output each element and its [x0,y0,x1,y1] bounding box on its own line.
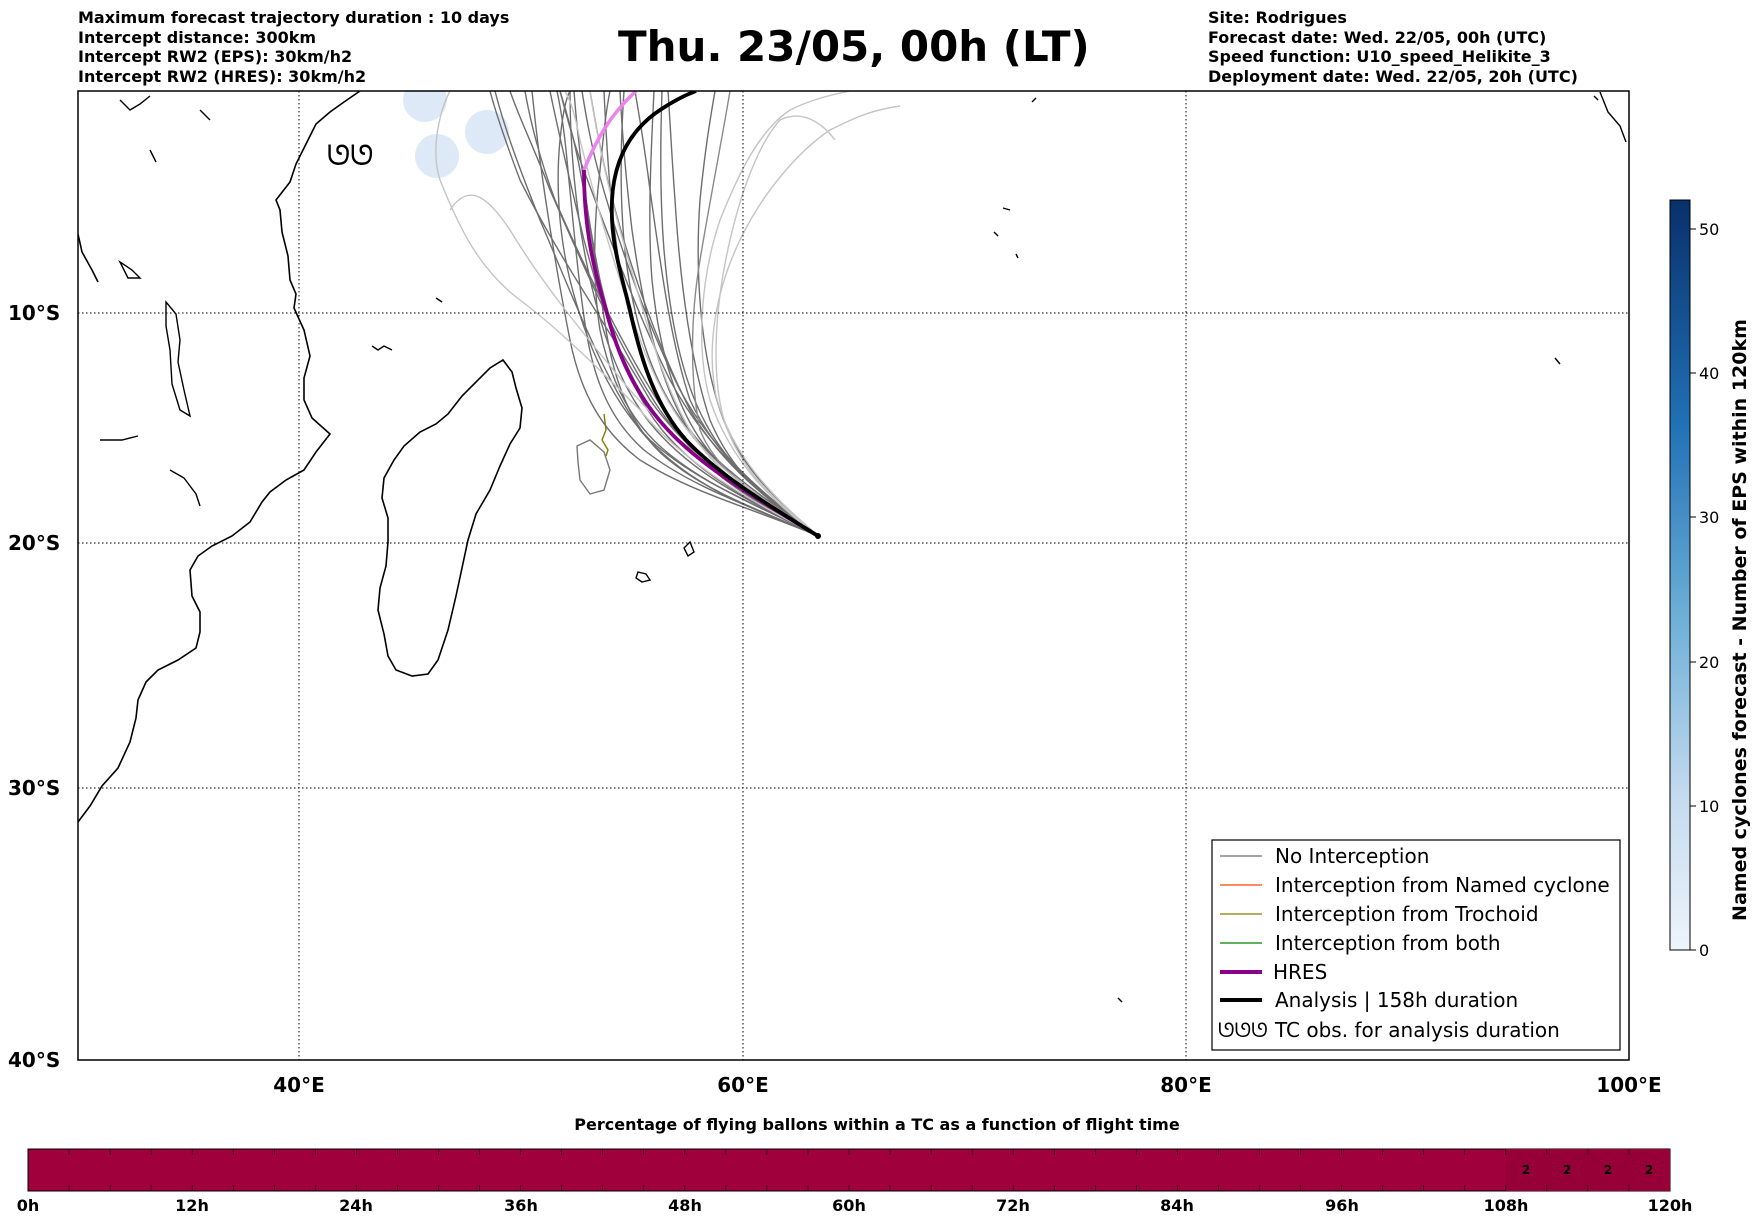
flight-tick-96h: 96h [1325,1196,1359,1215]
page-title: Thu. 23/05, 00h (LT) [618,22,1090,71]
flight-bar-cell-value: 2 [1522,1163,1530,1177]
hres-named-cyclone-segment [582,91,638,171]
colorbar-gradient [1669,199,1691,951]
flight-time-bar: 2 2 2 2 0h 12h 24h 36h 48h 60h 72h 84h 9… [17,1148,1693,1215]
colorbar-tick-30: 30 [1699,508,1719,527]
colorbar-tick-50: 50 [1699,220,1719,239]
legend-item-named-cyclone: Interception from Named cyclone [1220,873,1610,897]
legend-box [1211,839,1621,1051]
small-islands [371,91,1627,1003]
flight-tick-48h: 48h [668,1196,702,1215]
colorbar-tick-10: 10 [1699,797,1719,816]
lat-label-40s: 40°S [8,1048,60,1072]
tc-obs-icon: ᘎᘎᘎ [1218,1018,1268,1042]
flight-bar-tick-labels: 0h 12h 24h 36h 48h 60h 72h 84h 96h 108h … [17,1196,1693,1215]
legend-item-trochoid: Interception from Trochoid [1220,902,1539,926]
longitude-labels: 40°E 60°E 80°E 100°E [273,1073,1661,1097]
lakes [100,95,211,507]
flight-tick-72h: 72h [996,1196,1030,1215]
flight-bar-highlight [1506,1149,1670,1191]
flight-bar-cell-value: 2 [1645,1163,1653,1177]
map-frame [77,90,1630,1061]
colorbar-ticks [1690,228,1696,951]
lat-label-20s: 20°S [8,531,60,555]
flight-tick-108h: 108h [1484,1196,1529,1215]
colorbar-label: Named cyclones forecast - Number of EPS … [1729,319,1751,921]
lat-label-30s: 30°S [8,776,60,800]
legend-item-both: Interception from both [1220,931,1501,955]
flight-tick-84h: 84h [1160,1196,1194,1215]
lon-label-80e: 80°E [1160,1073,1212,1097]
legend: No Interception Interception from Named … [1211,839,1621,1051]
param-max-duration: Maximum forecast trajectory duration : 1… [78,8,510,27]
param-intercept-distance: Intercept distance: 300km [78,27,317,47]
legend-item-analysis: Analysis | 158h duration [1220,988,1518,1012]
svg-text:Interception from Trochoid: Interception from Trochoid [1275,902,1539,926]
svg-text:Analysis | 158h duration: Analysis | 158h duration [1275,988,1518,1012]
africa-coastline-north [78,233,99,283]
lon-label-60e: 60°E [717,1073,769,1097]
flight-bar-minor-ticks [68,1149,1630,1191]
colorbar-tick-20: 20 [1699,653,1719,672]
svg-text:Interception from both: Interception from both [1275,931,1501,955]
svg-text:Interception from Named cyclon: Interception from Named cyclone [1275,873,1610,897]
flight-tick-36h: 36h [504,1196,538,1215]
africa-coastline [78,91,361,823]
param-rw2-hres: Intercept RW2 (HRES): 30km/h2 [78,66,367,86]
svg-text:HRES: HRES [1273,960,1327,984]
svg-text:No Interception: No Interception [1275,844,1429,868]
forecast-parameters: Maximum forecast trajectory duration : 1… [78,8,509,86]
legend-item-tc-obs: ᘎᘎᘎ TC obs. for analysis duration [1218,1018,1560,1042]
flight-tick-12h: 12h [175,1196,209,1215]
flight-bar-cell-value: 2 [1563,1163,1571,1177]
flight-tick-0h: 0h [17,1196,40,1215]
analysis-trajectory [609,91,820,538]
svg-text:TC obs. for analysis duration: TC obs. for analysis duration [1274,1018,1560,1042]
density-colorbar: 0 10 20 30 40 50 Named cyclones forecast… [1669,199,1751,960]
madagascar-coastline [377,358,523,677]
flight-bar-title: Percentage of flying ballons within a TC… [574,1115,1180,1134]
tc-observation-symbol: ᘎᘎ [327,139,373,172]
lat-label-10s: 10°S [8,301,60,325]
site-info: Site: Rodrigues Forecast date: Wed. 22/0… [1208,8,1578,86]
lon-label-40e: 40°E [273,1073,325,1097]
flight-tick-24h: 24h [339,1196,373,1215]
latitude-labels: 10°S 20°S 30°S 40°S [8,301,60,1072]
map-gridlines [78,91,1629,1060]
flight-bar-cell-value: 2 [1604,1163,1612,1177]
flight-bar-cell-values: 2 2 2 2 [1522,1163,1653,1177]
legend-item-hres: HRES [1220,960,1327,984]
forecast-date: Forecast date: Wed. 22/05, 00h (UTC) [1208,27,1547,47]
cyclone-density-patches [403,91,509,178]
trochoid-interception-track [601,413,609,457]
param-rw2-eps: Intercept RW2 (EPS): 30km/h2 [78,47,353,66]
rodrigues-launch-site [815,533,821,539]
site-name: Site: Rodrigues [1208,8,1347,27]
flight-tick-60h: 60h [832,1196,866,1215]
flight-bar-fill [27,1148,1671,1192]
colorbar-tick-40: 40 [1699,364,1719,383]
speed-function: Speed function: U10_speed_Helikite_3 [1208,47,1551,66]
colorbar-tick-0: 0 [1699,941,1709,960]
map-plot-area: ᘎᘎ [78,91,1629,1060]
legend-item-no-interception: No Interception [1220,844,1429,868]
flight-tick-120h: 120h [1648,1196,1693,1215]
lon-label-100e: 100°E [1596,1073,1661,1097]
deployment-date: Deployment date: Wed. 22/05, 20h (UTC) [1208,66,1578,86]
